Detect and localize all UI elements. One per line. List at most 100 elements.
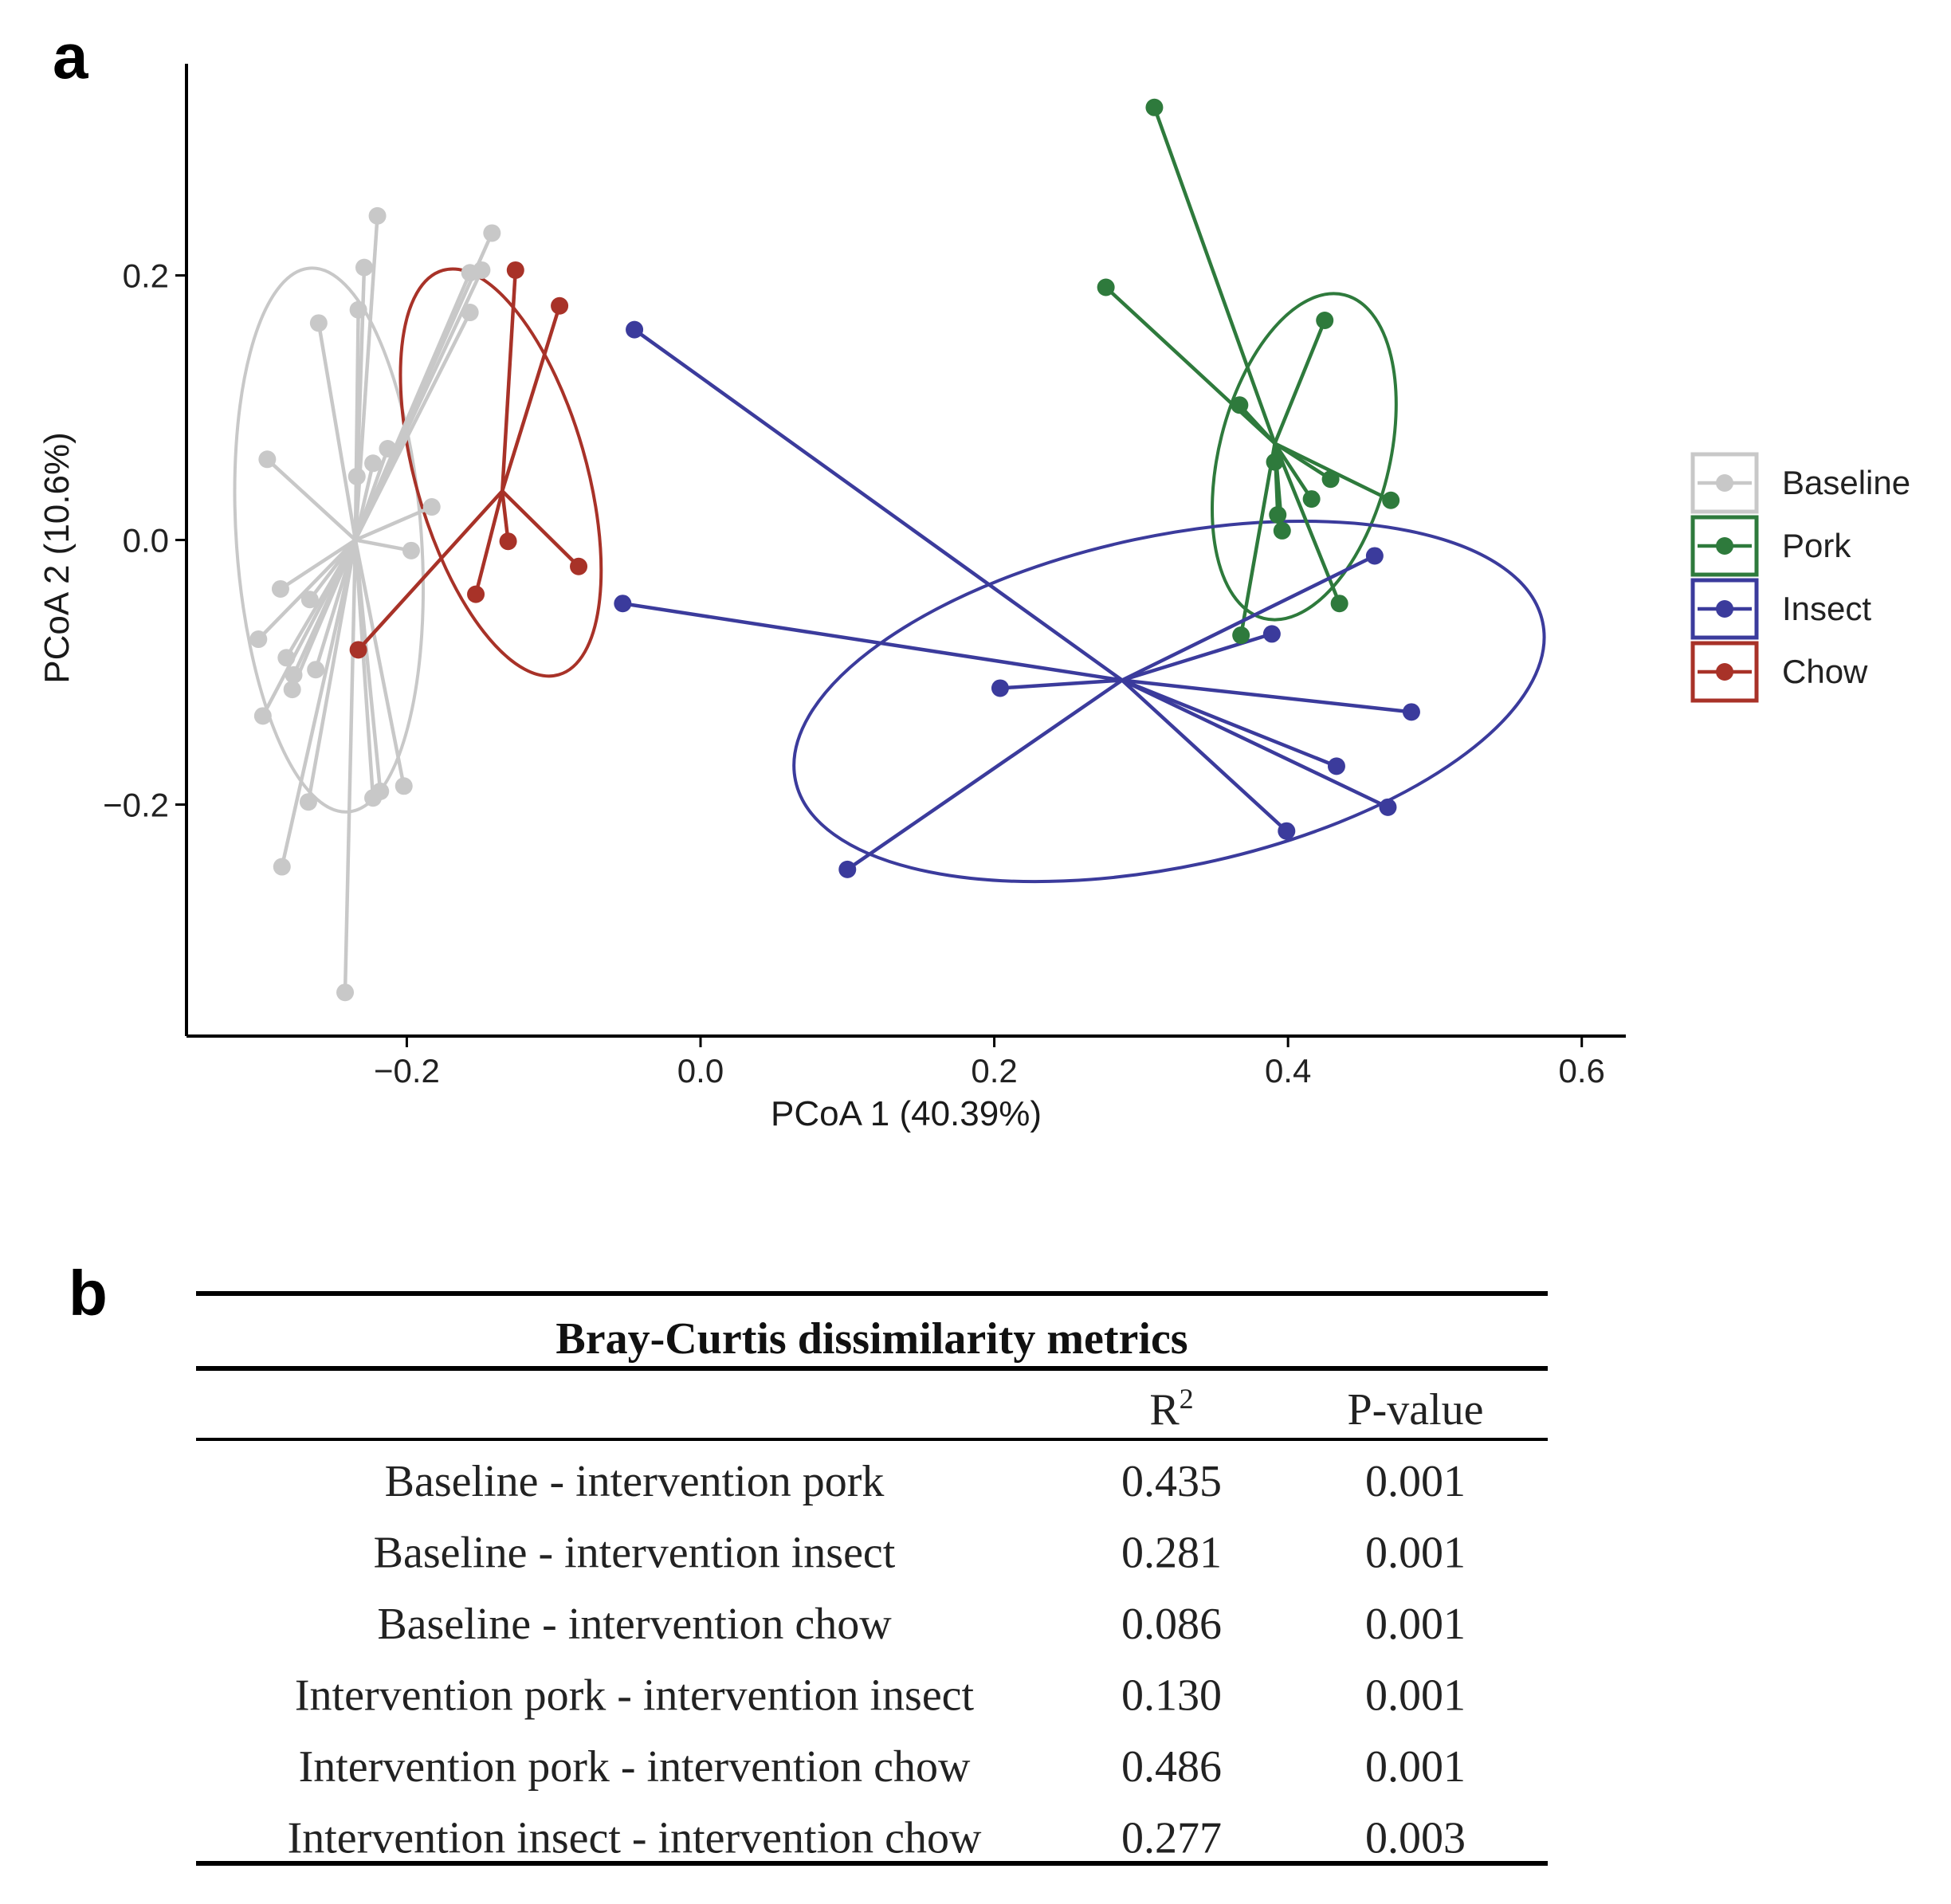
pork-spider-line xyxy=(1273,320,1327,445)
insect-spider-line xyxy=(1121,678,1337,768)
pork-ellipse xyxy=(1211,292,1398,622)
baseline-spider-line xyxy=(353,462,375,541)
table-cell-comparison: Baseline - intervention insect xyxy=(374,1529,896,1578)
x-axis-label: PCoA 1 (40.39%) xyxy=(771,1094,1042,1133)
pcoa-plot: −0.2 0.0 0.2 0.4 0.6 −0.2 0.0 0.2 PCoA 1 (40.39… xyxy=(37,64,1910,1133)
table-cell-p-value: 0.001 xyxy=(1365,1742,1466,1792)
baseline-point xyxy=(258,450,277,469)
table-header-r2: R2 xyxy=(1149,1383,1193,1435)
baseline-spider-line xyxy=(261,539,357,717)
legend-dot-insect xyxy=(1716,600,1733,618)
baseline-point xyxy=(309,314,328,332)
table-cell-r2: 0.486 xyxy=(1121,1742,1222,1792)
baseline-spider-line xyxy=(316,322,358,540)
legend-label-pork: Pork xyxy=(1782,527,1851,564)
baseline-ellipse xyxy=(233,266,426,814)
panel-b-label: b xyxy=(69,1258,108,1329)
pork-spider-line xyxy=(1273,442,1313,501)
legend-dot-baseline xyxy=(1716,474,1733,492)
baseline-spider-line xyxy=(343,540,358,993)
baseline-point xyxy=(273,858,291,876)
baseline-spider-line xyxy=(257,538,357,641)
table-cell-comparison: Intervention pork - intervention insect xyxy=(295,1671,975,1721)
baseline-spider-line xyxy=(353,215,379,540)
insect-spider-line xyxy=(1121,632,1273,682)
pork-point xyxy=(1330,595,1348,613)
baseline-point xyxy=(379,440,397,458)
r2-header-superscript: 2 xyxy=(1180,1383,1194,1415)
baseline-spider-line xyxy=(353,540,406,787)
table-cell-comparison: Baseline - intervention pork xyxy=(385,1457,885,1506)
baseline-spider-line xyxy=(353,448,390,541)
table-cell-r2: 0.086 xyxy=(1121,1600,1222,1649)
chow-spider-line xyxy=(501,489,580,568)
pork-point xyxy=(1273,521,1291,540)
pork-point xyxy=(1269,506,1287,524)
x-tick-label: 0.6 xyxy=(1559,1052,1605,1089)
insect-point xyxy=(614,595,632,613)
pork-point xyxy=(1382,491,1400,509)
table-cell-p-value: 0.001 xyxy=(1365,1671,1466,1721)
pork-point xyxy=(1316,312,1334,330)
legend: Baseline Pork Insect Chow xyxy=(1690,452,1910,703)
baseline-point xyxy=(483,224,501,242)
chow-point xyxy=(506,261,524,279)
chow-spider-line xyxy=(473,490,504,595)
baseline-spider-line xyxy=(265,457,357,542)
x-tick-label: 0.0 xyxy=(677,1052,724,1089)
baseline-point xyxy=(285,665,303,684)
x-tick-label: 0.2 xyxy=(971,1052,1017,1089)
baseline-point xyxy=(307,661,325,679)
points-layer xyxy=(249,98,1420,1002)
pork-spider-line xyxy=(1105,285,1277,446)
x-tick-label: −0.2 xyxy=(374,1052,440,1089)
table-cell-comparison: Baseline - intervention chow xyxy=(377,1600,892,1649)
legend-dot-pork xyxy=(1716,537,1733,555)
table-cell-comparison: Intervention pork - intervention chow xyxy=(299,1742,971,1792)
baseline-point xyxy=(371,782,390,800)
baseline-point xyxy=(355,258,373,277)
insect-ellipse xyxy=(792,519,1546,884)
baseline-point xyxy=(402,541,420,559)
chow-point xyxy=(349,641,367,659)
insect-point xyxy=(1379,798,1397,816)
pork-point xyxy=(1302,490,1321,508)
y-tick-label: −0.2 xyxy=(103,787,169,824)
y-tick-label: 0.0 xyxy=(123,522,169,559)
pork-point xyxy=(1231,396,1249,414)
baseline-point xyxy=(364,454,383,473)
pork-point xyxy=(1145,98,1164,116)
dissimilarity-table: Bray-Curtis dissimilarity metrics R2 P-v… xyxy=(196,1291,1548,1866)
chow-spider-line xyxy=(500,269,518,492)
pork-point xyxy=(1097,278,1115,296)
insect-point xyxy=(991,679,1009,697)
baseline-spider-line xyxy=(306,540,358,803)
legend-label-baseline: Baseline xyxy=(1782,464,1910,501)
pork-point xyxy=(1232,626,1250,645)
insect-point xyxy=(1365,547,1384,565)
insect-point xyxy=(1402,703,1420,721)
insect-spider-line xyxy=(622,602,1123,682)
baseline-point xyxy=(368,206,387,225)
legend-dot-chow xyxy=(1716,663,1733,681)
table-cell-comparison: Intervention insect - intervention chow xyxy=(288,1814,982,1863)
panel-a-label: a xyxy=(53,21,88,92)
baseline-point xyxy=(299,793,317,811)
insect-spider-line xyxy=(633,328,1124,682)
x-tick-label: 0.4 xyxy=(1265,1052,1311,1089)
chow-point xyxy=(570,557,588,575)
insect-spider-line xyxy=(999,678,1123,690)
legend-label-chow: Chow xyxy=(1782,653,1868,690)
insect-spider-line xyxy=(846,678,1124,871)
table-cell-p-value: 0.001 xyxy=(1365,1529,1466,1578)
chow-point xyxy=(551,296,569,315)
table-cell-r2: 0.435 xyxy=(1121,1457,1222,1506)
axes: −0.2 0.0 0.2 0.4 0.6 −0.2 0.0 0.2 xyxy=(103,64,1626,1089)
baseline-point xyxy=(253,707,272,725)
chow-ellipse xyxy=(398,267,603,678)
baseline-point xyxy=(300,591,319,609)
table-rows: Baseline - intervention pork 0.435 0.001 Ba… xyxy=(288,1457,1466,1863)
pork-point xyxy=(1266,453,1284,471)
baseline-point xyxy=(249,630,268,649)
